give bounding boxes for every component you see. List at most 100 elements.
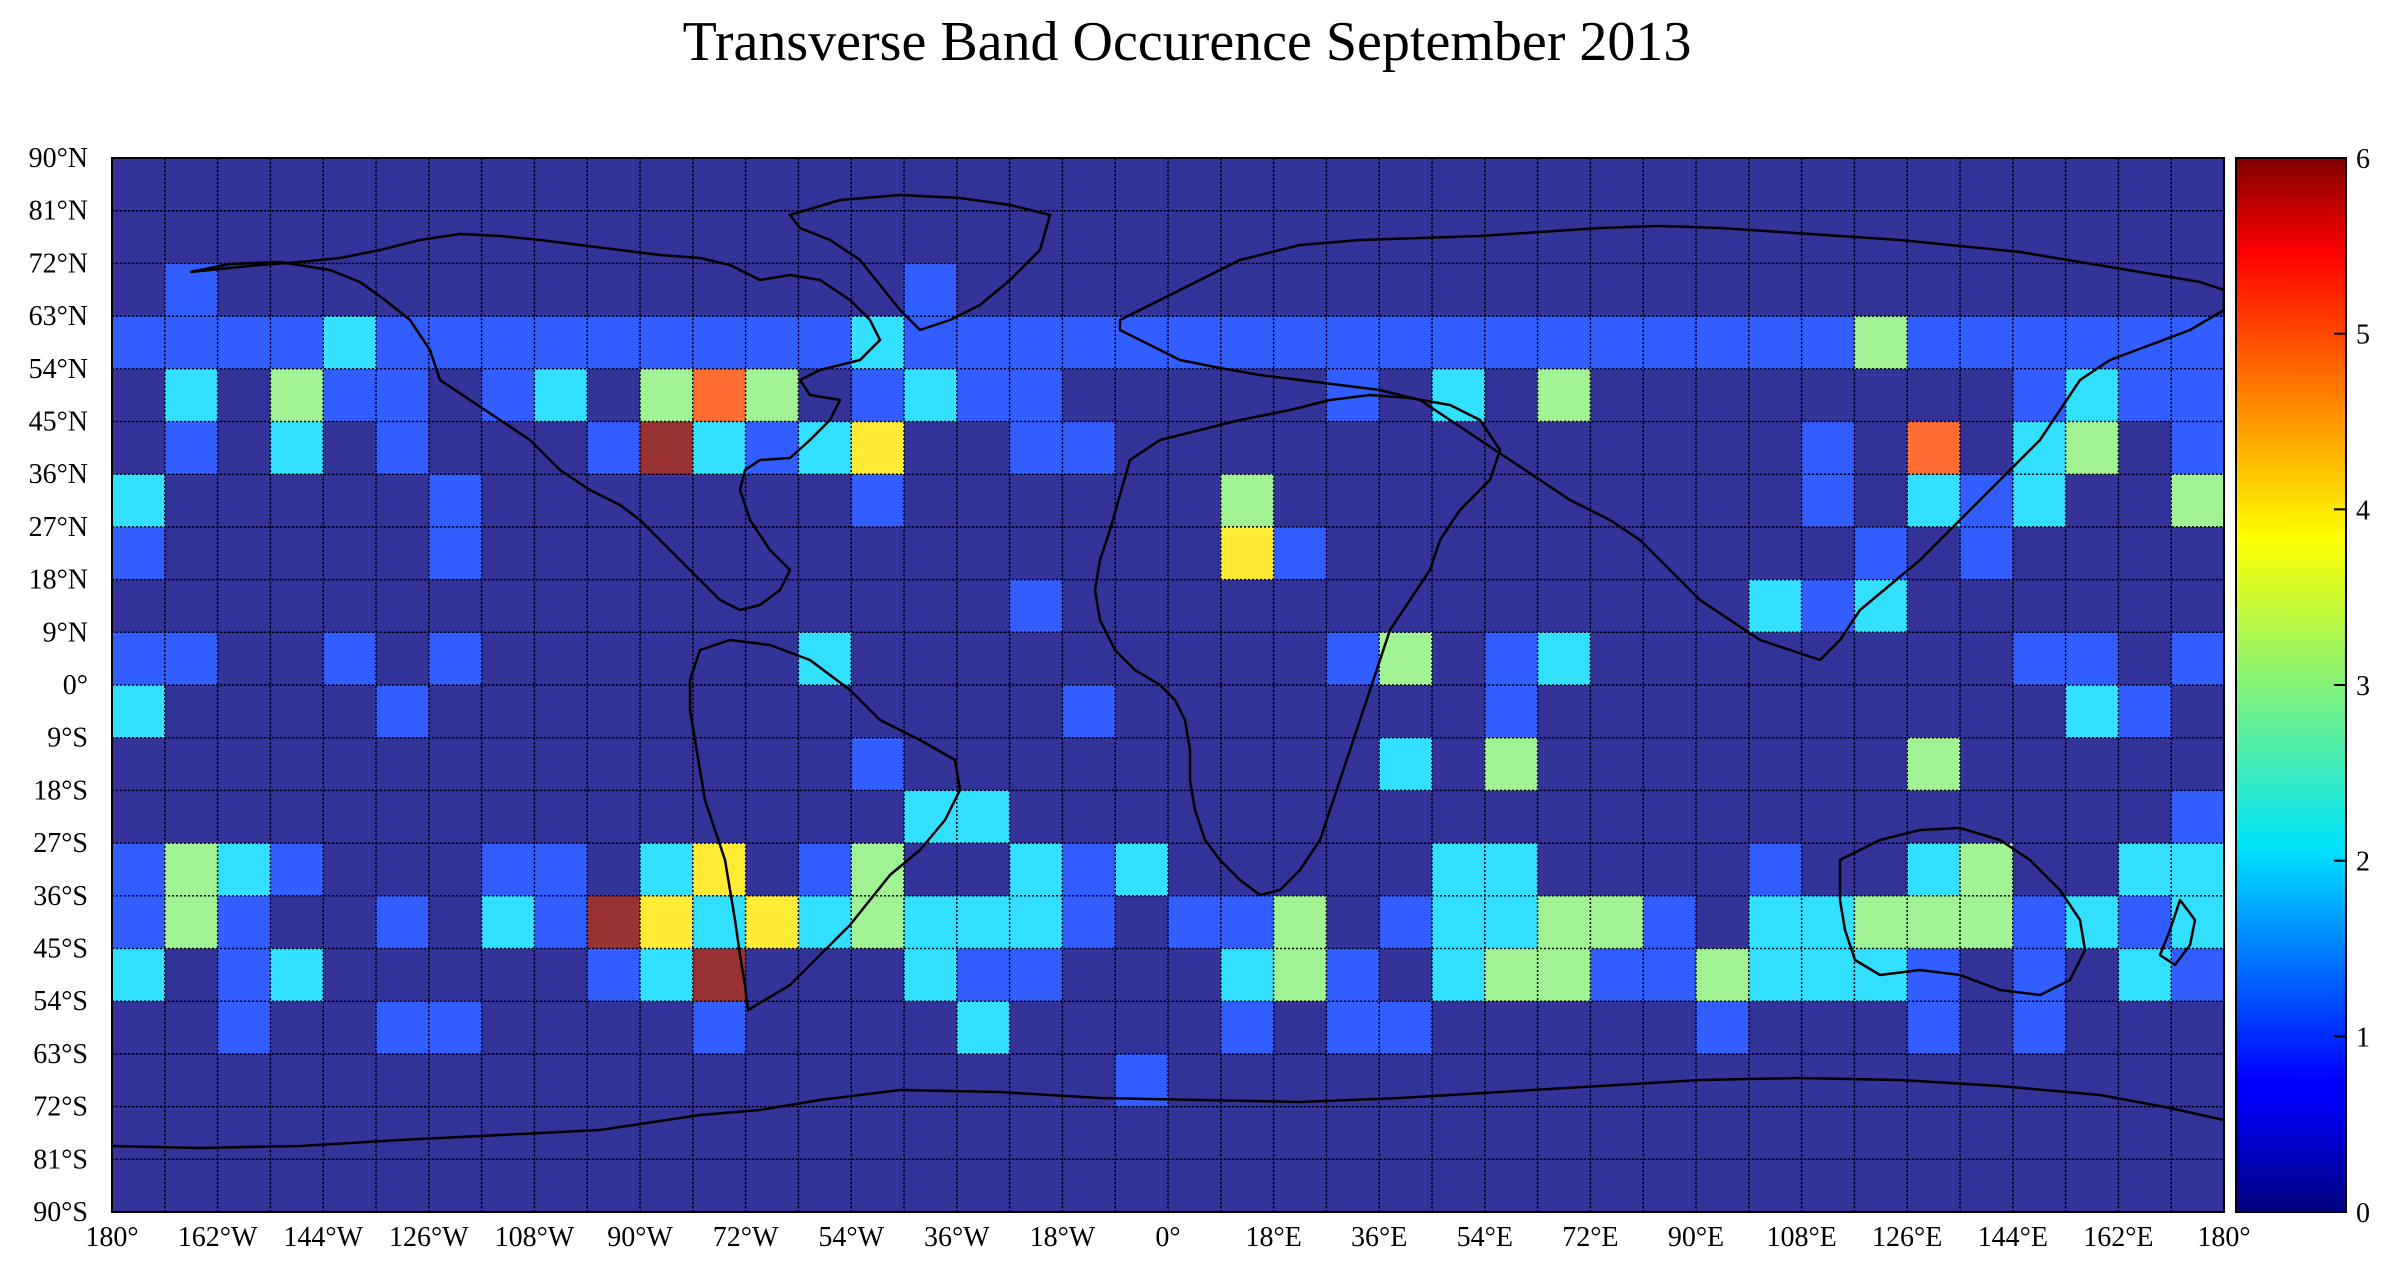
heatmap-cell [2118,1159,2172,1213]
x-tick-label: 54°E [1457,1222,1513,1253]
heatmap-cell [1801,421,1855,475]
heatmap-cell [1590,474,1644,528]
heatmap-cell [904,474,958,528]
heatmap-cell [692,526,747,581]
heatmap-cell [1537,158,1591,212]
heatmap-cell [2171,579,2225,633]
heatmap-cell [376,685,430,739]
heatmap-cell [1484,948,1539,1002]
heatmap-cell [1168,368,1222,422]
map-frame [111,157,2225,1213]
heatmap-cell [745,1001,799,1055]
heatmap-cell [1801,685,1855,739]
heatmap-cell [1643,158,1697,212]
heatmap-cell [112,685,166,739]
heatmap-cell [270,1053,324,1108]
heatmap-cell [1696,210,1750,264]
heatmap-cell [534,895,588,949]
heatmap-cell [1590,948,1644,1002]
heatmap-cell [692,1001,747,1055]
heatmap-cell [1643,526,1697,581]
heatmap-cell [2012,790,2067,844]
heatmap-cell [1960,579,2014,633]
chart-title: Transverse Band Occurence September 2013 [683,11,1692,73]
heatmap-cell [1643,1001,1697,1055]
heatmap-cell [798,843,852,897]
heatmap-cell [376,526,430,581]
heatmap-cell [1748,526,1803,581]
heatmap-cell [1696,1001,1750,1055]
heatmap-cell [798,526,852,581]
heatmap-cell [270,843,324,897]
heatmap-cell [217,368,271,422]
heatmap-cell [904,632,958,686]
heatmap-cell [798,579,852,633]
heatmap-cell [851,579,905,633]
heatmap-cell [376,579,430,633]
y-tick-label: 27°S [33,828,88,859]
heatmap-cell [164,790,219,844]
coastline-new-zealand [2158,898,2197,967]
heatmap-cell [1062,843,1116,897]
heatmap-cell [1696,737,1750,791]
heatmap-cell [1801,790,1855,844]
heatmap-cell [217,1053,271,1108]
heatmap-cell [376,263,430,317]
heatmap-cell [1009,1053,1063,1108]
heatmap-cell [2012,1106,2067,1160]
heatmap-cell [587,579,641,633]
heatmap-cell [1696,368,1750,422]
heatmap-cell [2012,632,2067,686]
heatmap-cell [1907,685,1961,739]
heatmap-cell [2118,1106,2172,1160]
heatmap-cell [481,1001,535,1055]
heatmap-cell [798,685,852,739]
heatmap-cell [1379,263,1433,317]
y-tick-label: 72°N [29,248,88,279]
heatmap-cell [164,158,219,212]
heatmap-cell [1537,1159,1591,1213]
heatmap-cell [692,843,747,897]
heatmap-cell [692,579,747,633]
heatmap-cell [1537,737,1591,791]
heatmap-cell [1432,843,1486,897]
heatmap-cell [112,158,166,212]
heatmap-cell [2065,263,2119,317]
heatmap-cell [1801,1001,1855,1055]
colorbar-tick-label: 4 [2356,495,2370,526]
heatmap-cell [376,368,430,422]
heatmap-cell [164,895,219,949]
heatmap-cell [1643,737,1697,791]
heatmap-cell [1484,1159,1539,1213]
heatmap-cell [164,948,219,1002]
heatmap-cell [1960,895,2014,949]
heatmap-cell [956,632,1011,686]
heatmap-cell [323,737,377,791]
heatmap-cell [1801,1106,1855,1160]
heatmap-cell [904,895,958,949]
heatmap-cell [798,474,852,528]
heatmap-cell [1062,790,1116,844]
y-tick-label: 36°N [29,459,88,490]
heatmap-cell [1379,895,1433,949]
heatmap-cell [2065,1106,2119,1160]
heatmap-cell [1220,210,1275,264]
heatmap-cell [1273,1106,1327,1160]
heatmap-cell [1220,474,1275,528]
heatmap-cell [1854,579,1908,633]
heatmap-cell [1326,632,1380,686]
heatmap-cell [2012,263,2067,317]
heatmap-cell [481,632,535,686]
heatmap-cell [481,1159,535,1213]
heatmap-cell [534,1159,588,1213]
heatmap-cell [640,1053,694,1108]
heatmap-cell [1590,158,1644,212]
heatmap-cell [1748,948,1803,1002]
heatmap-cell [1168,1159,1222,1213]
heatmap-cell [745,158,799,212]
heatmap-cell [112,895,166,949]
heatmap-cell [112,210,166,264]
heatmap-cell [112,474,166,528]
heatmap-cell [851,948,905,1002]
heatmap-cell [1696,843,1750,897]
